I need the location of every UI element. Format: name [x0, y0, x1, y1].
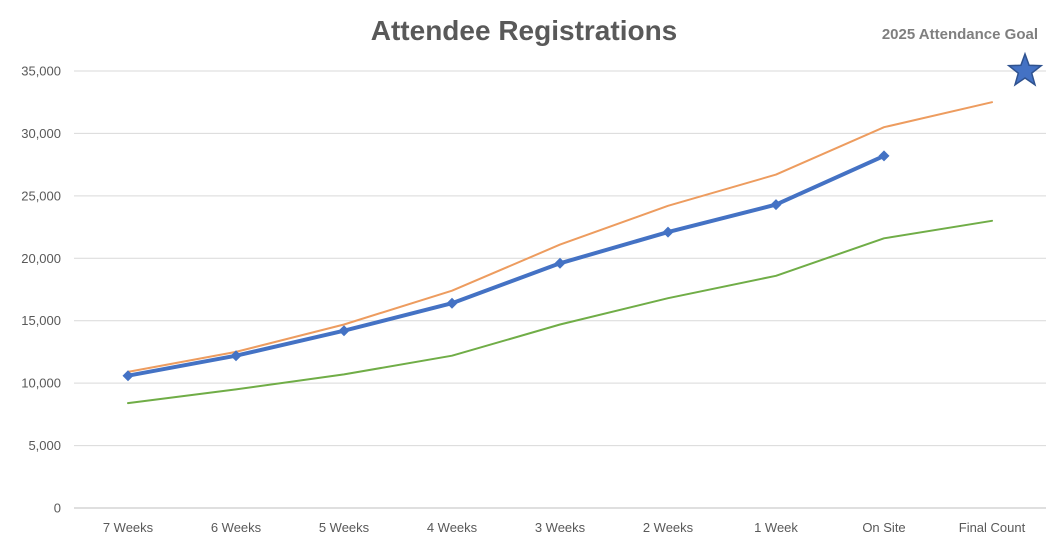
x-tick-label: 6 Weeks	[211, 520, 262, 535]
series-lines	[126, 101, 993, 405]
chart-title: Attendee Registrations	[371, 15, 678, 46]
series-line-1	[127, 101, 993, 373]
x-tick-label: 5 Weeks	[319, 520, 370, 535]
data-point	[662, 226, 674, 238]
x-tick-label: 7 Weeks	[103, 520, 154, 535]
x-tick-label: 1 Week	[754, 520, 798, 535]
y-tick-label: 15,000	[21, 313, 61, 328]
data-point	[446, 297, 458, 309]
y-tick-label: 30,000	[21, 126, 61, 141]
data-point	[554, 257, 566, 269]
gridlines	[74, 70, 1046, 509]
series-line-3	[126, 153, 886, 378]
y-tick-label: 0	[54, 501, 61, 516]
series-line-2	[127, 219, 993, 405]
x-tick-label: On Site	[862, 520, 905, 535]
data-point	[878, 150, 890, 162]
x-tick-label: 3 Weeks	[535, 520, 586, 535]
x-axis-tick-labels: 7 Weeks 6 Weeks 5 Weeks 4 Weeks 3 Weeks 2 Wee…	[103, 520, 1026, 535]
y-tick-label: 10,000	[21, 376, 61, 391]
x-tick-label: 4 Weeks	[427, 520, 478, 535]
goal-star-icon	[1006, 51, 1044, 87]
data-point	[230, 350, 242, 362]
y-axis-tick-labels: 0 5,000 10,000 15,000 20,000 25,000 30,000 35,0…	[21, 64, 61, 516]
data-point	[338, 325, 350, 337]
y-tick-label: 20,000	[21, 251, 61, 266]
data-point	[122, 370, 134, 382]
x-tick-label: 2 Weeks	[643, 520, 694, 535]
goal-annotation-label: 2025 Attendance Goal	[882, 26, 1038, 43]
y-tick-label: 25,000	[21, 188, 61, 203]
y-tick-label: 5,000	[28, 438, 61, 453]
x-tick-label: Final Count	[959, 520, 1026, 535]
y-tick-label: 35,000	[21, 64, 61, 79]
data-point	[770, 199, 782, 211]
series-markers	[122, 150, 890, 382]
